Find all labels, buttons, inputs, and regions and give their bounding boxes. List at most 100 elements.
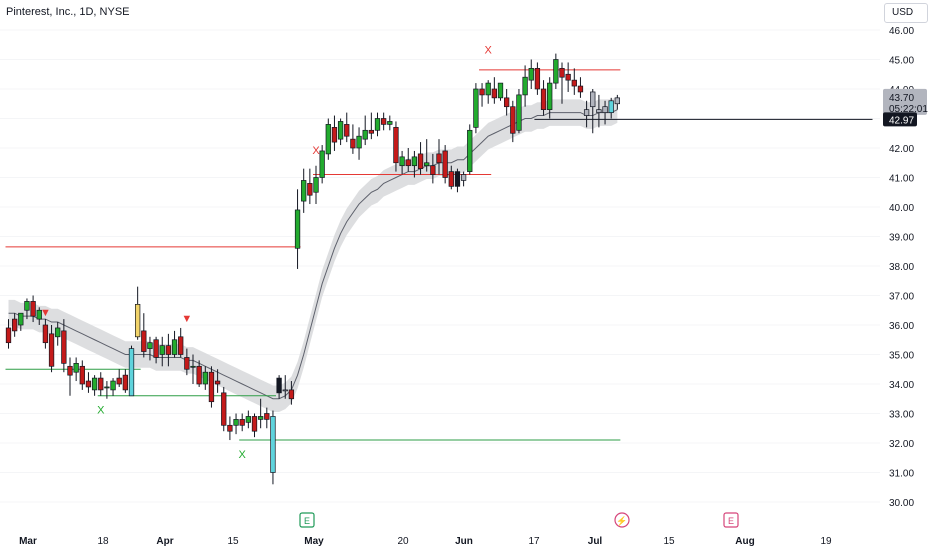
candle-body (430, 165, 436, 175)
y-tick-label: 33.00 (889, 410, 914, 421)
y-tick-label: 46.00 (889, 26, 914, 37)
y-tick-label: 40.00 (889, 203, 914, 214)
candle (227, 416, 233, 441)
dividend-icon (614, 512, 630, 528)
candle (91, 375, 98, 396)
candle (553, 53, 559, 89)
earnings-icon (299, 512, 315, 528)
candle (424, 139, 430, 172)
candle (430, 153, 436, 184)
last-price-box (883, 88, 927, 115)
candle (110, 378, 116, 396)
time-axis[interactable]: Mar 18 Apr 15 May 20 Jun 17 Jul 15 Aug 19 (19, 536, 832, 547)
x-tick-label: 15 (663, 536, 675, 547)
y-tick-label: 38.00 (889, 262, 914, 273)
candle (417, 142, 424, 175)
ma-band (8, 96, 618, 413)
candle (122, 369, 129, 393)
signal-marker: X (312, 145, 320, 157)
candle (583, 100, 590, 128)
candle-body (178, 336, 184, 355)
candle-body (473, 88, 479, 128)
candle (491, 77, 497, 104)
level-lines (5, 69, 873, 441)
candle (528, 59, 534, 89)
event-markers[interactable]: E ⚡ E (299, 512, 739, 528)
candle-body (577, 85, 584, 93)
candle-body (208, 371, 215, 403)
y-tick-label: 41.00 (889, 174, 914, 185)
candle (368, 112, 374, 140)
candle (294, 189, 301, 269)
candle-body (497, 82, 504, 99)
signal-marker: X (485, 45, 493, 57)
candle-body (159, 345, 165, 355)
candle-body (196, 365, 202, 385)
candle-body (424, 162, 430, 167)
ma-band-area (8, 96, 618, 413)
candle-body (258, 416, 264, 420)
candle-body (559, 67, 565, 78)
candle-body (510, 106, 516, 134)
candle (602, 100, 608, 125)
x-tick-label: Jun (455, 536, 473, 547)
candle (442, 145, 448, 184)
candle-body (528, 67, 534, 81)
candle-body (405, 159, 411, 167)
x-tick-label: Apr (156, 536, 173, 547)
candle (98, 372, 104, 396)
y-tick-label: 35.00 (889, 351, 914, 362)
candle-body (565, 73, 571, 81)
candle-body (184, 357, 190, 370)
candle-body (301, 180, 307, 202)
x-tick-label: 19 (820, 536, 832, 547)
candle (221, 386, 227, 432)
candle (405, 148, 411, 172)
candle-body (165, 345, 172, 355)
candle-body (98, 377, 104, 391)
candle (233, 413, 239, 435)
candle-body (319, 150, 325, 178)
candle-body (571, 79, 577, 87)
candle-body (344, 124, 350, 137)
currency-button[interactable]: USD (884, 3, 928, 23)
last-price-label: 43.70 (889, 93, 914, 104)
candle (18, 312, 24, 331)
candle (571, 68, 577, 95)
candle (356, 127, 362, 160)
candle (319, 145, 325, 184)
candle-body (171, 339, 178, 355)
candle (399, 150, 405, 175)
y-tick-label: 37.00 (889, 292, 914, 303)
x-tick-label: 18 (97, 536, 109, 547)
candle (276, 375, 282, 399)
candle (73, 357, 79, 382)
candle (559, 62, 565, 104)
candle (85, 372, 92, 393)
y-tick-label: 39.00 (889, 233, 914, 244)
candle-body (294, 209, 301, 249)
candle (614, 94, 620, 110)
candle-body (356, 135, 362, 149)
candle-body (516, 94, 522, 131)
event-symbol: ⚡ (616, 515, 627, 527)
candle (467, 124, 473, 175)
candle (374, 112, 381, 137)
candle (159, 336, 165, 367)
candle-body (67, 365, 73, 376)
candle-body (491, 88, 497, 99)
candle-body (55, 327, 61, 338)
candle-body (153, 339, 159, 358)
x-tick-label: May (304, 536, 324, 547)
candle-body (504, 97, 510, 108)
candle-body (141, 330, 147, 352)
candle-body (331, 126, 338, 143)
candle-body (393, 126, 399, 164)
candle-body (614, 97, 620, 105)
candle-body (313, 177, 319, 193)
candle (116, 369, 122, 387)
candle-body (30, 301, 36, 317)
